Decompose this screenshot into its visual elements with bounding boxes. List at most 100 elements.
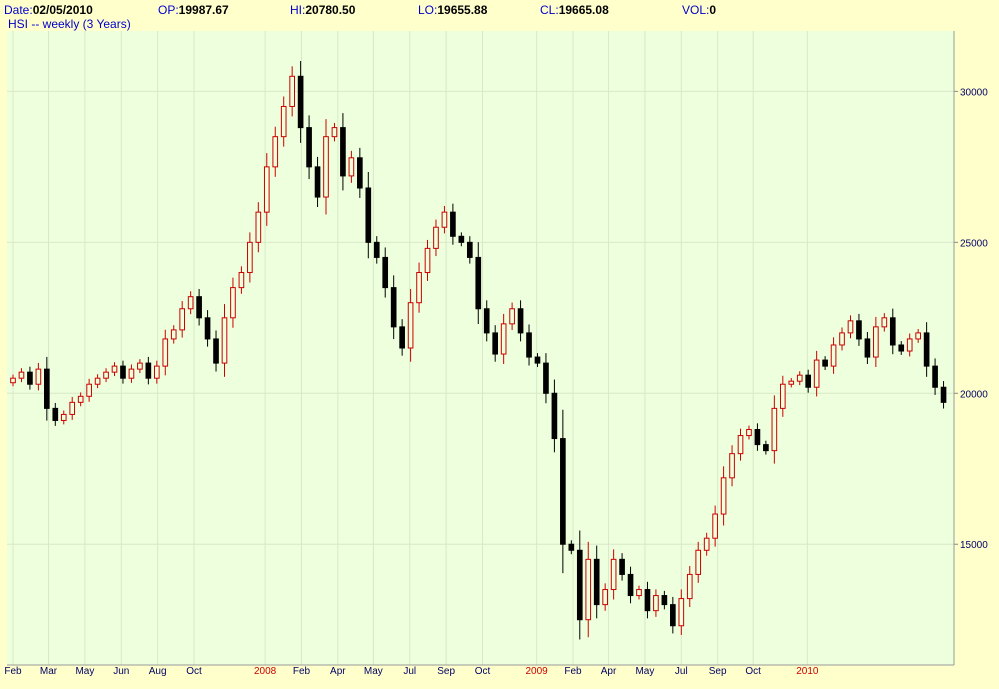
candle-body-up — [712, 513, 718, 539]
high-field: HI:20780.50 — [290, 3, 356, 17]
candle-body-down — [145, 362, 152, 379]
candle — [932, 358, 938, 395]
candle-body-up — [653, 595, 659, 612]
candle-body-down — [306, 127, 312, 168]
candle — [255, 202, 262, 253]
candle-body-down — [390, 287, 397, 328]
candle-body-down — [213, 338, 219, 364]
candle-body-up — [720, 477, 727, 515]
candle — [754, 423, 761, 451]
candle-body-down — [492, 332, 499, 355]
candle-body-down — [196, 296, 202, 319]
candle-body-down — [856, 320, 862, 340]
candle — [196, 288, 202, 326]
candle — [560, 409, 566, 574]
x-tick-label: Feb — [4, 666, 22, 677]
candle — [483, 300, 490, 342]
candle-body-down — [120, 365, 126, 379]
candle-body-up — [263, 166, 270, 213]
x-tick-label: May — [635, 666, 654, 677]
candle — [35, 362, 42, 391]
candle-body-up — [69, 401, 76, 415]
candle — [52, 402, 59, 426]
candle-body-down — [517, 308, 524, 334]
candle-body-up — [602, 589, 608, 606]
candle-body-down — [475, 256, 482, 310]
candle-body-down — [661, 595, 668, 606]
candle — [289, 66, 295, 117]
candle-body-up — [238, 272, 245, 289]
candle-body-up — [636, 589, 642, 597]
candle — [306, 115, 312, 180]
date-field: Date:02/05/2010 — [4, 3, 93, 17]
candle — [915, 328, 921, 343]
candle-body-up — [703, 537, 710, 551]
candle — [746, 425, 752, 440]
candle — [492, 325, 499, 362]
candle — [399, 319, 405, 356]
candle — [475, 242, 482, 324]
candle — [382, 247, 389, 298]
candle — [923, 322, 930, 377]
candle — [712, 505, 718, 547]
candle-body-down — [763, 444, 769, 452]
candle-body-up — [830, 344, 837, 367]
candle — [424, 239, 431, 281]
candle — [678, 589, 685, 635]
candle-body-up — [788, 380, 795, 385]
y-axis: 15000 20000 25000 30000 — [953, 31, 988, 665]
candle — [365, 171, 372, 259]
candle-body-down — [44, 368, 50, 409]
candle-body-up — [170, 329, 177, 340]
x-tick-label: Oct — [186, 666, 202, 677]
candle-body-up — [839, 332, 845, 346]
low-field: LO:19655.88 — [418, 3, 488, 17]
candle — [619, 553, 625, 581]
candle — [830, 337, 837, 374]
candle — [881, 313, 888, 332]
candle — [314, 156, 321, 208]
candle — [145, 356, 152, 385]
x-tick-label: Apr — [601, 666, 617, 677]
x-tick-label: Mar — [40, 666, 58, 677]
candle-body-down — [593, 558, 600, 606]
candle — [568, 540, 575, 555]
candle — [644, 581, 651, 619]
candle — [204, 310, 211, 347]
candle-body-up — [441, 211, 448, 228]
x-tick-label: 2009 — [526, 666, 549, 677]
candle — [416, 262, 422, 313]
candle-body-down — [52, 407, 59, 421]
candle — [433, 219, 439, 257]
x-tick-label: Apr — [330, 666, 346, 677]
open-field: OP:19987.67 — [158, 3, 229, 17]
candle — [128, 364, 135, 383]
candle — [162, 329, 169, 376]
candle — [593, 545, 600, 619]
candle — [373, 236, 380, 264]
candle — [230, 277, 236, 328]
candle — [213, 330, 219, 372]
y-tick-label: 15000 — [960, 540, 988, 551]
candle-body-up — [779, 383, 786, 409]
x-tick-label: Jul — [675, 666, 688, 677]
y-tick-label: 20000 — [960, 389, 988, 400]
candle-body-up — [881, 317, 888, 328]
candle — [263, 153, 270, 226]
candle — [856, 313, 862, 346]
x-tick-label: Sep — [437, 666, 455, 677]
candle-body-down — [864, 338, 871, 358]
candle — [720, 466, 727, 526]
x-tick-label: 2008 — [254, 666, 277, 677]
candle — [864, 331, 871, 365]
candle-body-up — [500, 323, 507, 355]
x-tick-label: Oct — [475, 666, 491, 677]
candle — [340, 113, 346, 191]
candle-body-up — [610, 558, 617, 591]
candle-body-up — [280, 105, 287, 138]
candle-body-up — [60, 413, 67, 421]
candle — [103, 368, 109, 383]
candle-body-down — [373, 241, 380, 258]
candle-body-up — [255, 211, 262, 243]
